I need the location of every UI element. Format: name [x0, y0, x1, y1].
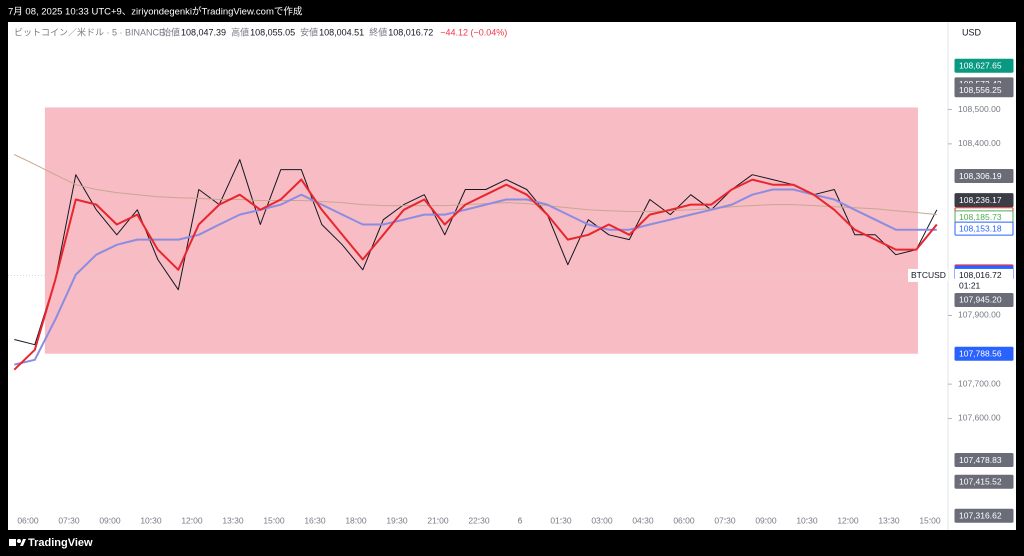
x-tick-label: 09:00 [99, 515, 121, 525]
price-tag-label: 108,185.73 [959, 212, 1002, 222]
symbol-tag-box [908, 268, 948, 282]
x-tick-label: 13:30 [878, 515, 900, 525]
ohlc-value: 108,004.51 [319, 27, 364, 37]
y-tick-label: 107,600.00 [958, 413, 1001, 423]
x-tick-label: 13:30 [222, 515, 244, 525]
x-tick-label: 10:30 [140, 515, 162, 525]
ohlc-value: 108,047.39 [181, 27, 226, 37]
x-tick-label: 18:00 [345, 515, 367, 525]
x-tick-label: 12:00 [181, 515, 203, 525]
price-tag [954, 83, 1014, 98]
created-note: 7月 08, 2025 10:33 UTC+9、ziriyondegenkiがT… [8, 6, 303, 18]
ohlc-name: 終値 [369, 26, 387, 37]
price-tag-label: 108,556.25 [959, 85, 1002, 95]
series-line [13, 178, 938, 371]
change: −44.12 (−0.04%) [440, 27, 507, 37]
countdown: 01:21 [959, 281, 981, 291]
symbol-tag: BTCUSD [911, 270, 946, 280]
x-tick-label: 01:30 [550, 515, 572, 525]
series-line [14, 188, 937, 366]
x-tick-label: 10:30 [796, 515, 818, 525]
ohlc-name: 高値 [231, 26, 249, 37]
last-price-tag [955, 268, 1013, 293]
x-tick-label: 15:00 [263, 515, 285, 525]
series-line [14, 159, 938, 346]
series-line [14, 154, 937, 216]
price-tag [954, 346, 1014, 361]
price-tag-label: 108,306.19 [959, 171, 1002, 181]
price-tag [954, 453, 1014, 468]
price-tag-label: 108,627.65 [959, 60, 1002, 70]
x-tick-label: 6 [518, 515, 523, 525]
y-tick-label: 107,700.00 [958, 378, 1001, 388]
last-price-label: 108,016.72 [959, 270, 1002, 280]
x-tick-label: 06:00 [17, 515, 39, 525]
price-tag-label: 107,415.52 [959, 477, 1002, 487]
x-tick-label: 12:00 [837, 515, 859, 525]
ohlc-value: 108,016.72 [388, 27, 433, 37]
x-tick-label: 04:30 [632, 515, 654, 525]
price-tag [954, 292, 1014, 307]
x-tick-label: 03:00 [591, 515, 613, 525]
y-tick-label: 108,500.00 [958, 104, 1001, 114]
x-tick-label: 07:30 [58, 515, 80, 525]
logo [9, 539, 26, 546]
x-tick-label: 15:00 [919, 515, 941, 525]
price-tag [954, 169, 1014, 184]
x-tick-label: 07:30 [714, 515, 736, 525]
y-tick-label: 107,900.00 [958, 310, 1001, 320]
x-tick-label: 16:30 [304, 515, 326, 525]
symbol-title: ビットコイン／米ドル · 5 · BINANCE [14, 26, 165, 37]
price-tag-label: 107,478.83 [959, 455, 1002, 465]
price-tag [954, 508, 1014, 523]
price-tag-label: 108,236.17 [959, 195, 1002, 205]
x-tick-label: 19:30 [386, 515, 408, 525]
x-tick-label: 21:00 [427, 515, 449, 525]
price-tag-label: 108,153.18 [959, 223, 1002, 233]
ohlc-value: 108,055.05 [250, 27, 295, 37]
price-tag-label: 107,945.20 [959, 295, 1002, 305]
ohlc-name: 安値 [300, 26, 318, 37]
price-tag [954, 221, 1014, 236]
price-tag [954, 58, 1014, 73]
x-tick-label: 22:30 [468, 515, 490, 525]
brand: TradingView [28, 537, 93, 549]
price-tag [954, 474, 1014, 489]
price-tag [954, 193, 1014, 208]
ohlc-name: 始値 [162, 26, 180, 37]
range-box [44, 107, 918, 354]
currency: USD [962, 27, 982, 37]
x-tick-label: 09:00 [755, 515, 777, 525]
y-tick-label: 108,400.00 [958, 138, 1001, 148]
x-tick-label: 06:00 [673, 515, 695, 525]
price-tag-label: 107,316.62 [959, 510, 1002, 520]
price-tag-label: 107,788.56 [959, 348, 1002, 358]
